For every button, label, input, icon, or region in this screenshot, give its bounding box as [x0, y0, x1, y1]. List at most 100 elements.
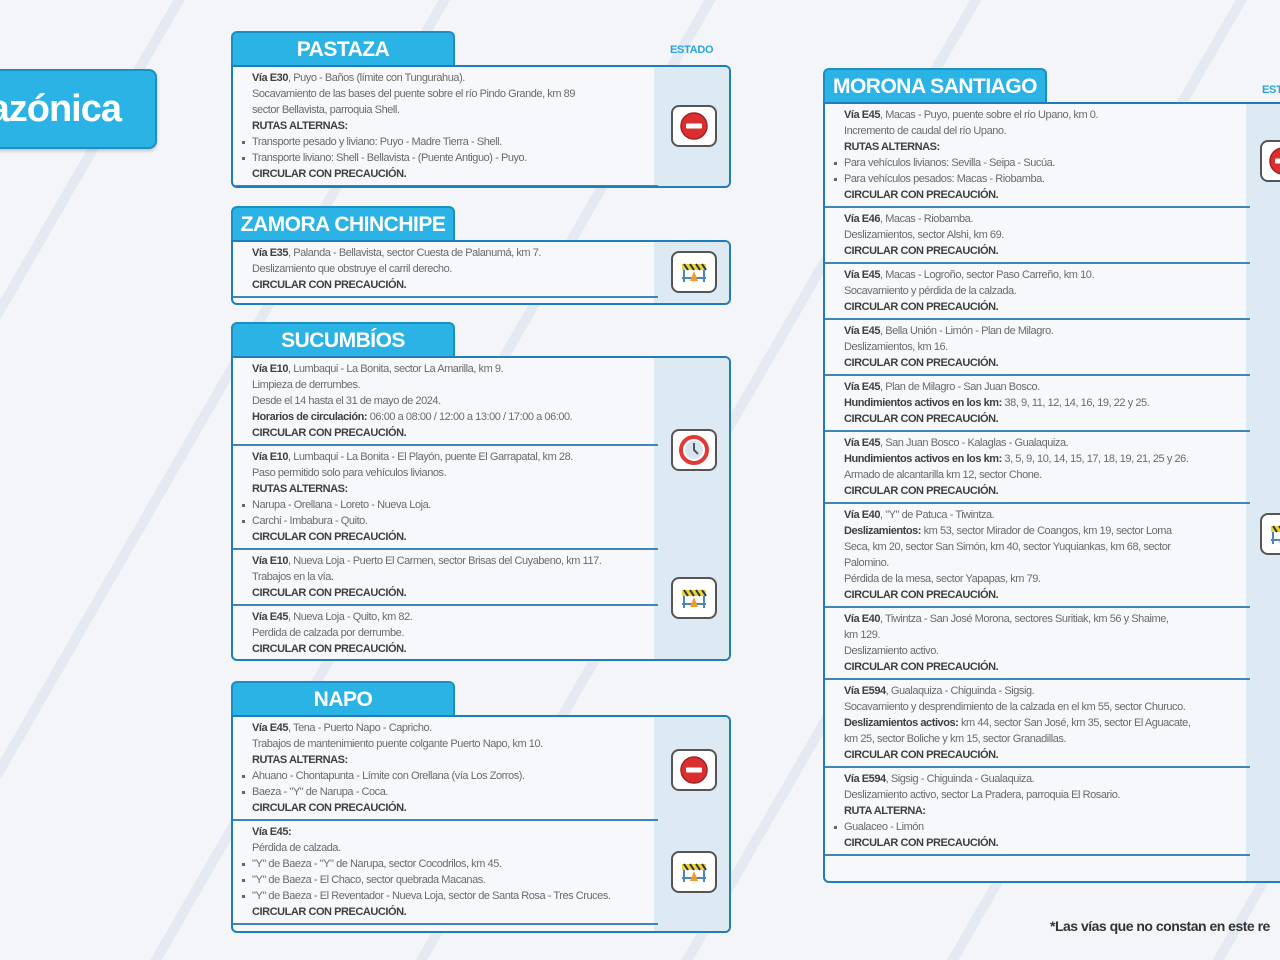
text: Desde el 14 hasta el 31 de mayo de 2024.: [252, 395, 441, 407]
text: Socavamiento y pérdida de la calzada.: [844, 285, 1017, 297]
text: "Y" de Baeza - El Chaco, sector quebrada…: [252, 874, 486, 886]
text-line: Vía E10, Nueva Loja - Puerto El Carmen, …: [252, 553, 658, 569]
text-line: Vía E40, "Y" de Patuca - Tiwintza.: [844, 507, 1250, 523]
text: km 44, sector San José, km 35, sector El…: [958, 717, 1191, 729]
text-line: Socavamiento de las bases del puente sob…: [252, 86, 658, 102]
text-line: Vía E10, Lumbaqui - La Bonita, sector La…: [252, 361, 658, 377]
text-line: Deslizamiento activo.: [844, 643, 1250, 659]
text-line: Desde el 14 hasta el 31 de mayo de 2024.: [252, 393, 658, 409]
bold-label: Vía E594: [844, 685, 886, 697]
bold-label: RUTAS ALTERNAS:: [252, 754, 348, 766]
text: Deslizamiento que obstruye el carril der…: [252, 263, 452, 275]
text: Perdida de calzada por derrumbe.: [252, 627, 404, 639]
text: Limpieza de derrumbes.: [252, 379, 361, 391]
text-line: Deslizamientos, km 16.: [844, 339, 1250, 355]
text-line: Hundimientos activos en los km: 3, 5, 9,…: [844, 451, 1250, 467]
text-line: CIRCULAR CON PRECAUCIÓN.: [844, 187, 1250, 203]
text-line: RUTAS ALTERNAS:: [252, 118, 658, 134]
text-line: Vía E45, Plan de Milagro - San Juan Bosc…: [844, 379, 1250, 395]
text-line: Vía E30, Puyo - Baños (límite con Tungur…: [252, 70, 658, 86]
text-line: CIRCULAR CON PRECAUCIÓN.: [252, 529, 658, 545]
bold-label: Deslizamientos:: [844, 525, 921, 537]
text-line: Deslizamientos: km 53, sector Mirador de…: [844, 523, 1250, 539]
text-line: sector Bellavista, parroquia Shell.: [252, 102, 658, 118]
province-tab-morona: MORONA SANTIAGO: [823, 68, 1047, 104]
bullet-item: Carchi - Imbabura - Quito.: [242, 513, 658, 529]
incident-row: Vía E45, Macas - Logroño, sector Paso Ca…: [825, 264, 1250, 320]
bullet-item: "Y" de Baeza - "Y" de Narupa, sector Coc…: [242, 856, 658, 872]
text: , Lumbaqui - La Bonita, sector La Amaril…: [288, 363, 504, 375]
text-line: Socavamiento y pérdida de la calzada.: [844, 283, 1250, 299]
incident-row: Vía E45, San Juan Bosco - Kalaglas - Gua…: [825, 432, 1250, 504]
text-line: km 129.: [844, 627, 1250, 643]
text: Para vehículos livianos: Sevilla - Seipa…: [844, 157, 1055, 169]
province-tab-pastaza: PASTAZA: [231, 31, 455, 67]
bold-label: Vía E45: [844, 381, 880, 393]
incident-row: Vía E10, Lumbaqui - La Bonita - El Playó…: [233, 446, 658, 550]
bold-label: Vía E10: [252, 555, 288, 567]
province-card-pastaza: Vía E30, Puyo - Baños (límite con Tungur…: [231, 65, 731, 188]
text: , Nueva Loja - Quito, km 82.: [288, 611, 413, 623]
text: Deslizamiento activo, sector La Pradera,…: [844, 789, 1120, 801]
text-line: Seca, km 20, sector San Simón, km 40, se…: [844, 539, 1250, 555]
bold-label: Vía E45: [844, 437, 880, 449]
text: , Palanda - Bellavista, sector Cuesta de…: [288, 247, 541, 259]
text-line: Hundimientos activos en los km: 38, 9, 1…: [844, 395, 1250, 411]
text-line: CIRCULAR CON PRECAUCIÓN.: [844, 835, 1250, 851]
text-line: Vía E45, Nueva Loja - Quito, km 82.: [252, 609, 658, 625]
text-line: Trabajos de mantenimiento puente colgant…: [252, 736, 658, 752]
text: Incremento de caudal del río Upano.: [844, 125, 1007, 137]
incident-row: Vía E40, Tiwintza - San José Morona, sec…: [825, 608, 1250, 680]
text: Trabajos de mantenimiento puente colgant…: [252, 738, 543, 750]
province-card-morona: Vía E45, Macas - Puyo, puente sobre el r…: [823, 102, 1280, 883]
text-line: Paso permitido solo para vehículos livia…: [252, 465, 658, 481]
bold-label: Vía E45: [844, 325, 880, 337]
text-line: Vía E45, Macas - Puyo, puente sobre el r…: [844, 107, 1250, 123]
text-line: Vía E45, San Juan Bosco - Kalaglas - Gua…: [844, 435, 1250, 451]
text-line: CIRCULAR CON PRECAUCIÓN.: [252, 425, 658, 441]
bold-label: CIRCULAR CON PRECAUCIÓN.: [252, 427, 407, 439]
bold-label: CIRCULAR CON PRECAUCIÓN.: [844, 837, 999, 849]
province-tab-napo: NAPO: [231, 681, 455, 717]
incident-row: Vía E594, Gualaquiza - Chiguinda - Sigsi…: [825, 680, 1250, 768]
text-line: Deslizamiento que obstruye el carril der…: [252, 261, 658, 277]
bold-label: Vía E10: [252, 451, 288, 463]
text: , Tiwintza - San José Morona, sectores S…: [880, 613, 1169, 625]
bullet-item: "Y" de Baeza - El Reventador - Nueva Loj…: [242, 888, 658, 904]
text: , Bella Unión - Limón - Plan de Milagro.: [880, 325, 1054, 337]
bold-label: CIRCULAR CON PRECAUCIÓN.: [252, 906, 407, 918]
bold-label: Vía E45:: [252, 826, 292, 838]
text-line: Trabajos en la vía.: [252, 569, 658, 585]
text: , Nueva Loja - Puerto El Carmen, sector …: [288, 555, 602, 567]
text-line: Vía E46, Macas - Riobamba.: [844, 211, 1250, 227]
text-line: RUTA ALTERNA:: [844, 803, 1250, 819]
text-line: Vía E10, Lumbaqui - La Bonita - El Playó…: [252, 449, 658, 465]
bold-label: CIRCULAR CON PRECAUCIÓN.: [252, 168, 407, 180]
bold-label: Vía E10: [252, 363, 288, 375]
text-line: CIRCULAR CON PRECAUCIÓN.: [844, 411, 1250, 427]
text: Deslizamientos, sector Alshi, km 69.: [844, 229, 1004, 241]
text-line: CIRCULAR CON PRECAUCIÓN.: [844, 299, 1250, 315]
text: Socavamiento y desprendimiento de la cal…: [844, 701, 1186, 713]
bullet-item: Para vehículos livianos: Sevilla - Seipa…: [834, 155, 1250, 171]
text-line: Deslizamiento activo, sector La Pradera,…: [844, 787, 1250, 803]
text: Baeza - "Y" de Narupa - Coca.: [252, 786, 388, 798]
incident-row: Vía E45: Pérdida de calzada. "Y" de Baeza …: [233, 821, 658, 925]
stop-icon: [1260, 140, 1280, 183]
bold-label: CIRCULAR CON PRECAUCIÓN.: [844, 301, 999, 313]
text: km 25, sector Boliche y km 15, sector Gr…: [844, 733, 1067, 745]
bold-label: Vía E45: [252, 611, 288, 623]
bullet-item: Baeza - "Y" de Narupa - Coca.: [242, 784, 658, 800]
province-tab-zamora: ZAMORA CHINCHIPE: [231, 206, 455, 242]
text-line: CIRCULAR CON PRECAUCIÓN.: [844, 587, 1250, 603]
bold-label: Deslizamientos activos:: [844, 717, 959, 729]
province-tab-sucumbios: SUCUMBÍOS: [231, 322, 455, 358]
text-line: Vía E45:: [252, 824, 658, 840]
text-line: CIRCULAR CON PRECAUCIÓN.: [844, 747, 1250, 763]
text: Deslizamientos, km 16.: [844, 341, 948, 353]
text-line: Limpieza de derrumbes.: [252, 377, 658, 393]
bold-label: CIRCULAR CON PRECAUCIÓN.: [844, 749, 999, 761]
text: Transporte pesado y liviano: Puyo - Madr…: [252, 136, 502, 148]
incident-row: Vía E594, Sigsig - Chiguinda - Gualaquiz…: [825, 768, 1250, 856]
text: Socavamiento de las bases del puente sob…: [252, 88, 575, 100]
